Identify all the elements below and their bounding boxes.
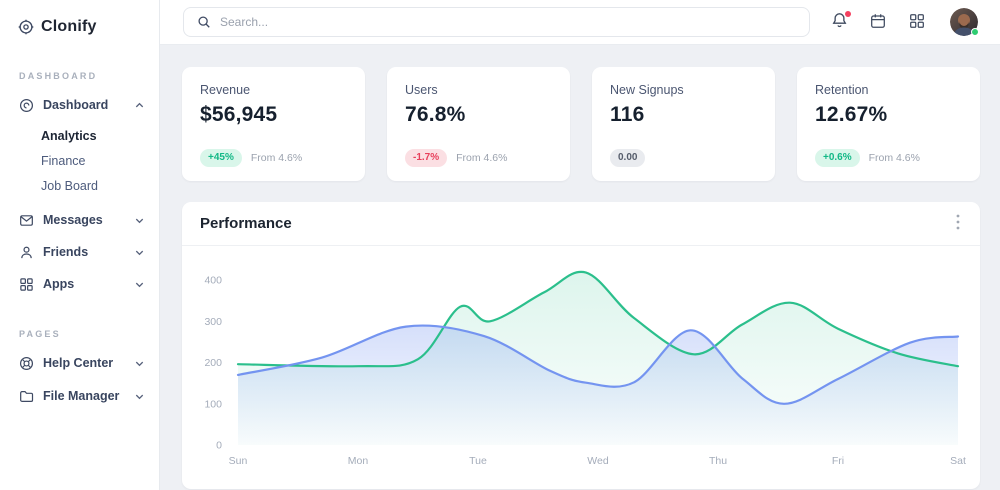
x-axis-label: Mon [348,455,369,467]
x-axis-label: Sun [229,455,248,467]
bell-icon [830,11,849,33]
sidebar-item-label: Help Center [43,356,114,370]
card-note: From 4.6% [456,152,508,164]
sidebar-item-label: Messages [43,213,103,227]
series-green-line [236,270,960,368]
chevron-down-icon [134,391,145,402]
stat-card-users: Users 76.8% -1.7% From 4.6% [387,67,570,181]
card-title: Retention [815,83,869,97]
sidebar: Clonify DASHBOARD Dashboard Analytics Fi… [0,0,160,490]
search-box [183,7,810,37]
sidebar-subitem-finance[interactable]: Finance [41,153,86,168]
sidebar-subitem-analytics[interactable]: Analytics [41,128,97,143]
notification-dot [845,11,851,17]
trend-badge: 0.00 [610,149,646,167]
search-input[interactable] [220,15,797,29]
kebab-icon [956,214,960,233]
stat-cards: Revenue $56,945 +45% From 4.6% Users 76.… [182,67,980,181]
card-title: Revenue [200,83,251,97]
chevron-up-icon [134,100,145,111]
logo-icon [18,19,34,35]
folder-icon [18,388,34,404]
main-area: Revenue $56,945 +45% From 4.6% Users 76.… [160,0,1000,490]
x-axis-label: Thu [709,455,727,467]
sidebar-item-label: Apps [43,277,75,291]
grid-icon [908,12,926,33]
y-tick-label: 300 [204,316,222,328]
magnifier-icon [196,14,212,30]
y-tick-label: 100 [204,398,222,410]
chevron-down-icon [134,215,145,226]
card-value: 76.8% [405,103,466,126]
trend-badge: +0.6% [815,149,860,167]
section-label-dashboard: DASHBOARD [19,71,98,81]
stat-card-revenue: Revenue $56,945 +45% From 4.6% [182,67,365,181]
y-tick-label: 400 [204,275,222,287]
chevron-down-icon [134,358,145,369]
card-title: New Signups [610,83,684,97]
sidebar-item-messages[interactable]: Messages [0,204,159,236]
y-tick-label: 0 [216,440,222,452]
grid-icon [18,276,34,292]
sidebar-item-help-center[interactable]: Help Center [0,347,159,379]
performance-title: Performance [200,215,292,232]
logo-text: Clonify [41,18,97,35]
topbar-actions [828,8,979,36]
sidebar-subitem-job-board[interactable]: Job Board [41,178,98,193]
card-menu-button[interactable] [952,210,964,237]
notifications-button[interactable] [828,11,851,33]
x-axis-label: Wed [587,455,609,467]
chevron-down-icon [134,247,145,258]
content: Revenue $56,945 +45% From 4.6% Users 76.… [160,45,1000,489]
card-value: $56,945 [200,103,278,126]
x-axis-label: Tue [469,455,487,467]
online-status-dot [971,28,979,36]
sidebar-nav-pages: Help Center File Manager [0,347,159,412]
calendar-button[interactable] [867,11,889,33]
chart-area: 0 100 200 300 400 Sun Mon Tue Wed Thu Fri Sat [182,246,980,487]
x-axis-label: Fri [832,455,844,467]
sidebar-item-label: File Manager [43,389,120,403]
y-tick-label: 200 [204,357,222,369]
section-label-pages: PAGES [19,329,61,339]
performance-card: Performance 0 100 200 300 400 Sun Mon Tue Wed Thu… [182,202,980,489]
stat-card-new-signups: New Signups 116 0.00 [592,67,775,181]
sidebar-item-label: Dashboard [43,98,109,112]
sidebar-item-apps[interactable]: Apps [0,268,159,300]
stat-card-retention: Retention 12.67% +0.6% From 4.6% [797,67,980,181]
card-note: From 4.6% [868,152,920,164]
trend-badge: +45% [200,149,242,167]
chevron-down-icon [134,279,145,290]
sidebar-item-friends[interactable]: Friends [0,236,159,268]
card-value: 12.67% [815,103,888,126]
card-value: 116 [610,103,645,126]
sidebar-item-dashboard[interactable]: Dashboard [0,89,159,121]
calendar-icon [869,12,887,33]
trend-badge: -1.7% [405,149,448,167]
performance-chart: 0 100 200 300 400 Sun Mon Tue Wed Thu Fri Sat [204,270,966,467]
topbar [160,0,1000,45]
card-note: From 4.6% [250,152,303,164]
performance-header: Performance [182,202,980,246]
sidebar-nav: Dashboard Analytics Finance Job Board Me… [0,89,159,300]
x-axis-label: Sat [950,455,966,467]
lifebuoy-icon [18,355,34,371]
user-avatar[interactable] [950,8,979,36]
apps-launcher-button[interactable] [906,11,928,33]
person-icon [18,244,34,260]
logo[interactable]: Clonify [0,14,159,40]
card-title: Users [405,83,438,97]
disc-icon [18,97,34,113]
sidebar-item-file-manager[interactable]: File Manager [0,380,159,412]
sidebar-item-label: Friends [43,245,89,259]
dashboard-subnav: Analytics Finance Job Board [0,121,159,204]
envelope-icon [18,212,34,228]
series-blue-line [236,324,960,405]
